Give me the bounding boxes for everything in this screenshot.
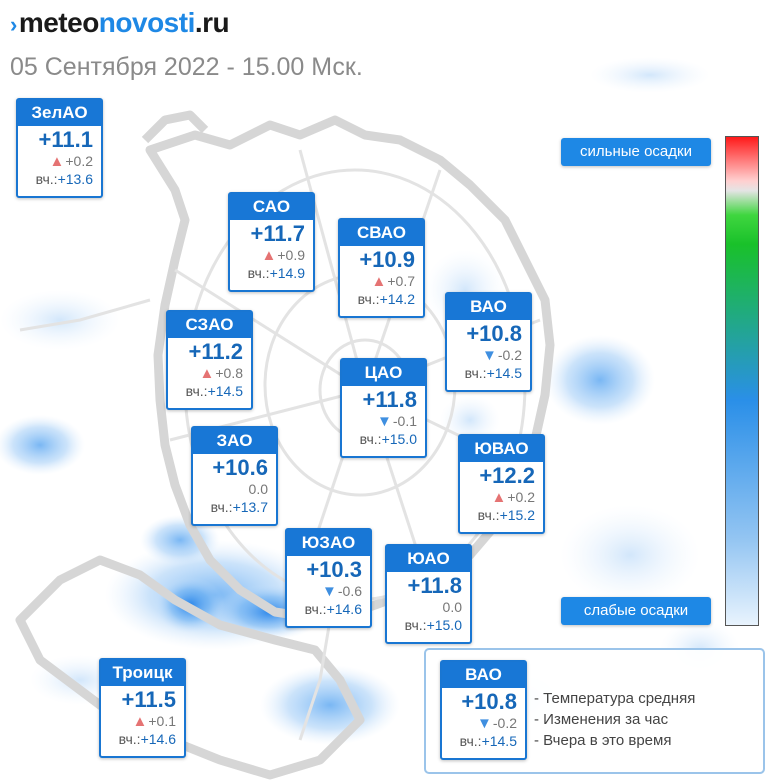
district-card[interactable]: САО +11.7 ▲+0.9 вч.:+14.9 xyxy=(228,192,315,292)
triangle-down-icon: ▼ xyxy=(477,715,492,732)
triangle-down-icon: ▼ xyxy=(482,347,497,364)
yesterday-temp: вч.:+14.5 xyxy=(459,733,517,749)
triangle-down-icon: ▼ xyxy=(322,583,337,600)
district-card[interactable]: ЮВАО +12.2 ▲+0.2 вч.:+15.2 xyxy=(458,434,545,534)
triangle-up-icon: ▲ xyxy=(261,247,277,264)
temperature: +10.8 xyxy=(461,689,517,714)
logo-part-novosti: novosti xyxy=(98,7,196,38)
temperature: +12.2 xyxy=(479,463,535,488)
district-name: САО xyxy=(230,194,313,220)
district-name: СЗАО xyxy=(168,312,251,338)
district-name: Троицк xyxy=(101,660,184,686)
district-card[interactable]: ЦАО +11.8 ▼-0.1 вч.:+15.0 xyxy=(340,358,427,458)
yesterday-temp: вч.:+14.5 xyxy=(464,365,522,381)
meteo-mark-icon: › xyxy=(10,12,17,37)
hourly-change: 0.0 xyxy=(442,599,462,615)
temperature: +11.8 xyxy=(362,387,417,412)
district-name: ВАО xyxy=(442,662,525,688)
legend-item-avg-temp: Температура средняя xyxy=(534,688,695,709)
district-name: ВАО xyxy=(447,294,530,320)
yesterday-temp: вч.:+15.0 xyxy=(404,617,462,633)
district-card[interactable]: СЗАО +11.2 ▲+0.8 вч.:+14.5 xyxy=(166,310,253,410)
legend-box: ВАО +10.8 ▼-0.2 вч.:+14.5 Температура ср… xyxy=(424,648,765,774)
hourly-change: ▲+0.2 xyxy=(49,153,94,170)
triangle-up-icon: ▲ xyxy=(199,365,215,382)
temperature: +11.8 xyxy=(407,573,462,598)
temperature: +10.8 xyxy=(466,321,522,346)
hourly-change: ▲+0.2 xyxy=(491,489,536,506)
triangle-up-icon: ▲ xyxy=(491,489,507,506)
yesterday-temp: вч.:+13.6 xyxy=(35,171,93,187)
yesterday-temp: вч.:+14.6 xyxy=(304,601,362,617)
district-name: ЗАО xyxy=(193,428,276,454)
legend-example-card: ВАО +10.8 ▼-0.2 вч.:+14.5 xyxy=(440,660,527,760)
hourly-change: 0.0 xyxy=(248,481,268,497)
district-name: ЮАО xyxy=(387,546,470,572)
district-name: ЗелАО xyxy=(18,100,101,126)
legend-list: Температура средняя Изменения за час Вче… xyxy=(534,688,695,751)
legend-item-hourly-change: Изменения за час xyxy=(534,709,695,730)
district-card[interactable]: ВАО +10.8 ▼-0.2 вч.:+14.5 xyxy=(445,292,532,392)
legend-item-yesterday: Вчера в это время xyxy=(534,730,695,751)
district-card[interactable]: ЮАО +11.8 0.0 вч.:+15.0 xyxy=(385,544,472,644)
temperature: +11.1 xyxy=(38,127,93,152)
site-logo[interactable]: ›meteonovosti.ru xyxy=(10,6,230,42)
hourly-change: ▲+0.8 xyxy=(199,365,244,382)
yesterday-temp: вч.:+14.9 xyxy=(247,265,305,281)
yesterday-temp: вч.:+14.2 xyxy=(357,291,415,307)
temperature: +11.7 xyxy=(250,221,305,246)
district-card[interactable]: Троицк +11.5 ▲+0.1 вч.:+14.6 xyxy=(99,658,186,758)
district-card[interactable]: ЗелАО +11.1 ▲+0.2 вч.:+13.6 xyxy=(16,98,103,198)
district-card[interactable]: СВАО +10.9 ▲+0.7 вч.:+14.2 xyxy=(338,218,425,318)
temperature: +10.3 xyxy=(306,557,362,582)
district-name: СВАО xyxy=(340,220,423,246)
timestamp: 05 Сентября 2022 - 15.00 Мск. xyxy=(10,53,363,81)
triangle-down-icon: ▼ xyxy=(377,413,392,430)
district-name: ЮЗАО xyxy=(287,530,370,556)
logo-part-meteo: meteo xyxy=(18,7,99,38)
yesterday-temp: вч.:+14.6 xyxy=(118,731,176,747)
logo-part-domain: .ru xyxy=(194,7,230,38)
precip-scale-bar xyxy=(725,136,759,626)
temperature: +10.6 xyxy=(212,455,268,480)
district-name: ЦАО xyxy=(342,360,425,386)
temperature: +10.9 xyxy=(359,247,415,272)
hourly-change: ▼-0.2 xyxy=(482,347,522,364)
hourly-change: ▲+0.1 xyxy=(132,713,177,730)
yesterday-temp: вч.:+14.5 xyxy=(185,383,243,399)
light-precip-label: слабые осадки xyxy=(561,597,711,625)
hourly-change: ▲+0.9 xyxy=(261,247,306,264)
triangle-up-icon: ▲ xyxy=(132,713,148,730)
yesterday-temp: вч.:+15.0 xyxy=(359,431,417,447)
hourly-change: ▲+0.7 xyxy=(371,273,416,290)
temperature: +11.5 xyxy=(121,687,176,712)
yesterday-temp: вч.:+15.2 xyxy=(477,507,535,523)
triangle-up-icon: ▲ xyxy=(49,153,65,170)
hourly-change: ▼-0.2 xyxy=(477,715,517,732)
triangle-up-icon: ▲ xyxy=(371,273,387,290)
district-card[interactable]: ЮЗАО +10.3 ▼-0.6 вч.:+14.6 xyxy=(285,528,372,628)
yesterday-temp: вч.:+13.7 xyxy=(210,499,268,515)
hourly-change: ▼-0.1 xyxy=(377,413,417,430)
temperature: +11.2 xyxy=(188,339,243,364)
district-card[interactable]: ЗАО +10.6 0.0 вч.:+13.7 xyxy=(191,426,278,526)
hourly-change: ▼-0.6 xyxy=(322,583,362,600)
district-name: ЮВАО xyxy=(460,436,543,462)
heavy-precip-label: сильные осадки xyxy=(561,138,711,166)
